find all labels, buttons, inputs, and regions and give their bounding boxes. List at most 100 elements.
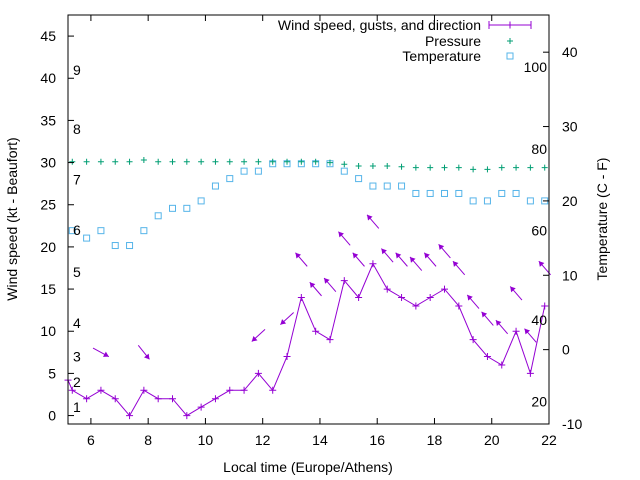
wind-speed-point [154, 395, 162, 403]
temperature-point [355, 175, 363, 183]
wind-arrow-head [524, 328, 531, 335]
wind-speed-point [197, 403, 205, 411]
temperature-point [68, 227, 76, 235]
beaufort-label: 1 [73, 399, 81, 415]
x-tick-label: 10 [198, 432, 214, 448]
wind-arrow-head [352, 252, 359, 259]
wind-speed-point [355, 294, 363, 302]
wind-arrow-head [424, 252, 430, 259]
wind-direction-arrow [395, 252, 408, 267]
temperature-point [111, 242, 119, 250]
x-tick-label: 8 [144, 432, 152, 448]
pressure-point [269, 158, 276, 165]
wind-speed-point [412, 302, 420, 310]
temperature-point [197, 197, 205, 205]
y2-tick-label: 20 [562, 193, 578, 209]
temperature-point [140, 227, 148, 235]
wind-speed-point [283, 353, 291, 361]
y-tick-label: 40 [40, 70, 56, 86]
wind-direction-arrow [466, 294, 480, 309]
wind-speed-point [526, 369, 534, 377]
pressure-point [155, 158, 162, 165]
pressure-point [427, 164, 434, 171]
y-tick-label: 0 [48, 408, 56, 424]
pressure-point [83, 158, 90, 165]
wind-arrow-head [309, 282, 316, 289]
wind-arrow-head [395, 252, 402, 259]
wind-arrow-head [338, 231, 344, 238]
y-tick-label: 35 [40, 112, 56, 128]
wind-speed-point [340, 277, 348, 285]
beaufort-label: 3 [73, 349, 81, 365]
pressure-point [140, 157, 147, 164]
wind-speed-point [183, 412, 191, 420]
y2-axis-label: Temperature (C - F) [594, 158, 610, 281]
pressure-point [470, 166, 477, 173]
axes: 6 8 10 12 14 16 18 20 22051015202530354045-10010… [40, 15, 582, 448]
temperature-point [440, 189, 448, 197]
pressure-point [312, 158, 319, 165]
wind-direction-arrow [338, 231, 351, 246]
wind-speed-point [455, 302, 463, 310]
wind-speed-point [111, 395, 119, 403]
wind-speed-point [369, 260, 377, 268]
beaufort-label: 7 [73, 171, 81, 187]
pressure-point [326, 159, 333, 166]
chart-marks [64, 157, 551, 420]
wind-arrow-head [295, 252, 301, 259]
pressure-point [69, 158, 76, 165]
wind-speed-point [498, 361, 506, 369]
pressure-point [412, 164, 419, 171]
wind-direction-arrow [423, 252, 437, 267]
y-tick-label: 10 [40, 323, 56, 339]
pressure-point [284, 158, 291, 165]
temperature-point [254, 167, 262, 175]
pressure-point [298, 158, 305, 165]
wind-direction-arrow [92, 347, 110, 358]
wind-direction-arrow [251, 329, 266, 342]
pressure-point [541, 164, 548, 171]
beaufort-label: 4 [73, 315, 81, 331]
wind-arrow-head [510, 286, 516, 293]
temperature-point [412, 189, 420, 197]
y-axis-label: Wind speed (kt - Beaufort) [4, 137, 20, 300]
pressure-point [183, 158, 190, 165]
temperature-point [383, 182, 391, 190]
temperature-point [512, 189, 520, 197]
y-tick-label: 30 [40, 155, 56, 171]
wind-direction-arrow [323, 277, 337, 292]
y-tick-label: 45 [40, 28, 56, 44]
wind-direction-arrow [495, 319, 509, 335]
wind-speed-point [440, 285, 448, 293]
y2-tick-label: 30 [562, 119, 578, 135]
wind-direction-arrow [409, 256, 423, 271]
temperature-point [226, 175, 234, 183]
wind-arrow-head [102, 351, 109, 357]
pressure-point [198, 158, 205, 165]
legend-label: Pressure [425, 33, 481, 49]
x-tick-label: 14 [312, 432, 328, 448]
wind-arrow-head [324, 278, 330, 284]
pressure-point [369, 162, 376, 169]
temperature-point [97, 227, 105, 235]
wind-speed-point [211, 395, 219, 403]
wind-speed-point [83, 395, 91, 403]
temperature-point [498, 189, 506, 197]
wind-direction-arrow [509, 286, 523, 301]
pressure-point [255, 158, 262, 165]
wind-direction-arrow [481, 311, 494, 326]
wind-direction-arrow [352, 252, 365, 267]
wind-arrow-head [251, 335, 258, 342]
temperature-point [169, 204, 177, 212]
pressure-point [498, 164, 505, 171]
beaufort-label: 8 [73, 121, 81, 137]
temperature-point [469, 197, 477, 205]
temperature-point [183, 204, 191, 212]
x-tick-label: 22 [541, 432, 557, 448]
pressure-point [126, 158, 133, 165]
x-tick-label: 6 [87, 432, 95, 448]
wind-speed-point [126, 412, 134, 420]
fahrenheit-label: 40 [531, 312, 547, 328]
y-tick-label: 5 [48, 365, 56, 381]
